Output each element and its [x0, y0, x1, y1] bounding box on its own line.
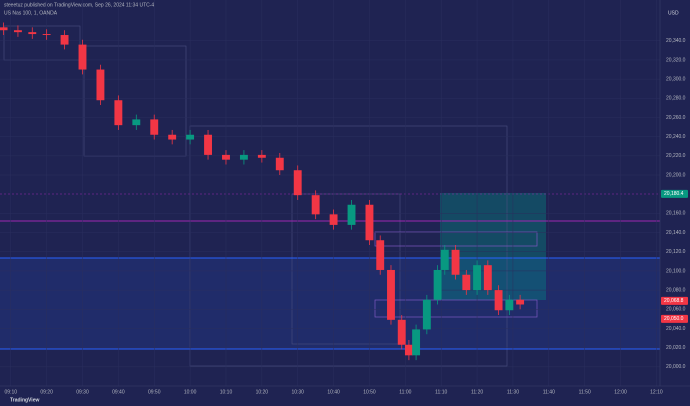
x-tick-label: 10:50 — [363, 389, 376, 395]
x-tick-label: 10:00 — [184, 389, 197, 395]
candle-body — [387, 269, 395, 320]
candle-body — [473, 265, 482, 291]
y-tick-label: 20,080.0 — [666, 287, 686, 293]
x-tick-label: 10:20 — [256, 389, 269, 395]
price-label-box — [661, 296, 688, 305]
y-tick-label: 20,340.0 — [666, 38, 686, 44]
grid — [0, 0, 660, 386]
x-tick-label: 12:00 — [614, 389, 627, 395]
x-tick-label: 09:10 — [5, 389, 18, 395]
y-tick-label: 20,260.0 — [666, 115, 686, 121]
x-tick-label: 09:30 — [76, 389, 89, 395]
y-tick-label: 20,200.0 — [666, 172, 686, 178]
candle-body — [505, 299, 514, 311]
candle-body — [412, 329, 421, 356]
range-box — [291, 193, 401, 345]
candle-body — [222, 154, 230, 160]
candles — [0, 22, 525, 361]
candle-body — [397, 319, 406, 345]
x-tick-label: 11:10 — [435, 389, 447, 395]
candle-body — [365, 204, 374, 241]
candle-body — [462, 274, 471, 291]
x-tick-label: 12:10 — [650, 389, 663, 395]
x-tick-label: 11:50 — [579, 389, 591, 395]
candle-body — [60, 35, 69, 45]
candle-body — [28, 32, 37, 35]
candle-body — [78, 44, 87, 70]
x-tick-label: 09:50 — [148, 389, 161, 395]
candle-body — [433, 269, 442, 300]
header: steeetuz published on TradingView.com, S… — [4, 2, 154, 8]
candle-body — [168, 134, 177, 140]
zone — [0, 258, 660, 349]
candle-body — [347, 204, 356, 225]
candle-body — [422, 299, 431, 330]
candle-body — [150, 119, 159, 135]
candle-body — [516, 299, 525, 305]
price-label-box — [661, 189, 688, 198]
drawings — [0, 25, 660, 367]
price-label: 20,068.8 — [664, 298, 684, 304]
brand: TradingView — [10, 397, 39, 403]
y-tick-label: 20,000.0 — [666, 364, 686, 370]
range-box — [374, 231, 538, 247]
x-tick-label: 09:40 — [112, 389, 125, 395]
candle-body — [329, 214, 338, 225]
price-label: 20,180.4 — [664, 191, 684, 197]
candle-body — [96, 69, 105, 101]
currency: USD — [668, 10, 679, 16]
y-tick-label: 20,040.0 — [666, 326, 686, 332]
candle-body — [186, 134, 195, 140]
y-tick-label: 20,140.0 — [666, 230, 686, 236]
candle-body — [376, 240, 385, 270]
range-box — [374, 299, 538, 318]
position-box — [440, 193, 546, 300]
y-tick-label: 20,100.0 — [666, 268, 686, 274]
y-tick-label: 20,220.0 — [666, 153, 686, 159]
y-tick-label: 20,060.0 — [666, 307, 686, 313]
x-tick-label: 11:00 — [399, 389, 411, 395]
x-tick-label: 10:10 — [220, 389, 233, 395]
y-tick-label: 20,300.0 — [666, 76, 686, 82]
candle-body — [42, 34, 51, 36]
candle-body — [0, 27, 8, 31]
candle-body — [114, 100, 123, 126]
candle-body — [293, 170, 302, 196]
candle-body — [257, 154, 266, 158]
y-tick-label: 20,320.0 — [666, 57, 686, 63]
candle-body — [204, 134, 212, 155]
candle-body — [239, 154, 248, 160]
candle-body — [494, 290, 503, 311]
y-tick-label: 20,240.0 — [666, 134, 686, 140]
candle-body — [275, 157, 284, 171]
y-tick-label: 20,120.0 — [666, 249, 686, 255]
y-tick-label: 20,020.0 — [666, 345, 686, 351]
candle-body — [440, 249, 449, 270]
candle-body — [311, 195, 320, 215]
x-tick-label: 10:30 — [291, 389, 304, 395]
x-tick-label: 11:30 — [507, 389, 519, 395]
candle-body — [451, 249, 460, 275]
x-tick-label: 11:20 — [471, 389, 483, 395]
x-tick-label: 11:40 — [543, 389, 555, 395]
candle-body — [404, 344, 413, 356]
x-tick-label: 10:40 — [327, 389, 340, 395]
x-tick-label: 09:20 — [40, 389, 53, 395]
candle-body — [483, 265, 492, 291]
price-label-box — [661, 314, 688, 323]
y-tick-label: 20,160.0 — [666, 211, 686, 217]
candle-body — [13, 30, 22, 33]
candle-body — [132, 119, 141, 126]
symbol: US Nas 100, 1, OANDA — [4, 10, 58, 16]
y-tick-label: 20,280.0 — [666, 96, 686, 102]
price-label: 20,050.0 — [664, 316, 684, 322]
